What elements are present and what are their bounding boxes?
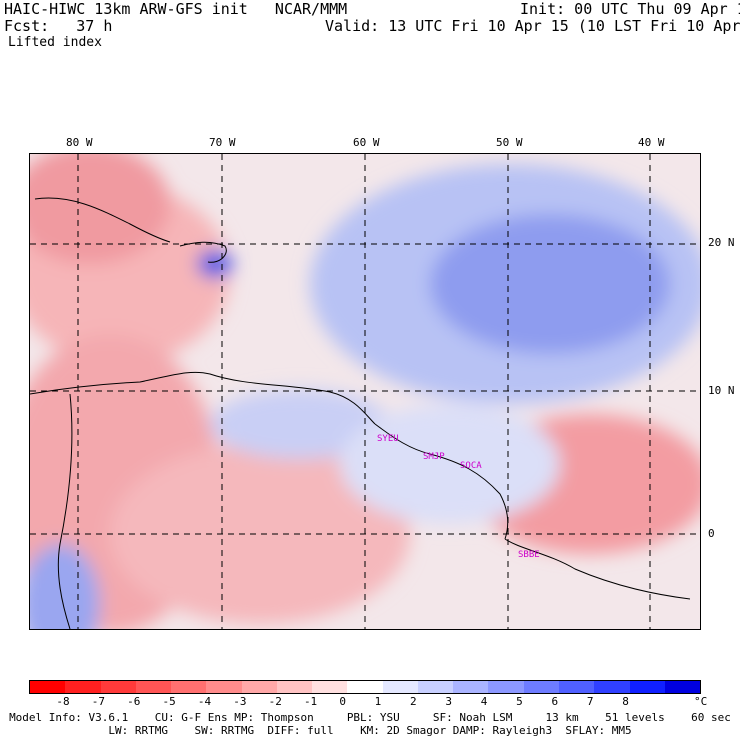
colorbar-tick-label: -1 [303, 695, 318, 708]
colorbar-tick-label: -8 [56, 695, 70, 708]
colorbar-swatch [523, 681, 559, 693]
colorbar-tick-label: -6 [127, 695, 141, 708]
field-positive-cuba [30, 154, 170, 264]
coast-guianas [374, 423, 509, 540]
colorbar-tick-label: -2 [268, 695, 282, 708]
colorbar-swatch [417, 681, 454, 693]
colorbar-unit: °C [694, 695, 708, 708]
colorbar-swatch [276, 681, 313, 693]
colorbar-tick-label: -3 [233, 695, 247, 708]
field-negative-hispaniola [197, 250, 233, 278]
colorbar-tick-label: 1 [374, 695, 382, 708]
field-negative-venezuela [210, 389, 390, 459]
model-info-line2: LW: RRTMG SW: RRTMG DIFF: full KM: 2D Sm… [108, 724, 632, 737]
colorbar-swatch [488, 681, 524, 693]
lon-label-50w: 50 W [496, 136, 523, 149]
coast-south-america-north [30, 371, 376, 425]
colorbar-tick-label: 6 [551, 695, 559, 708]
valid-time: Valid: 13 UTC Fri 10 Apr 15 (10 LST Fri … [325, 17, 740, 35]
lon-label-80w: 80 W [66, 136, 93, 149]
coast-cuba [34, 197, 171, 243]
coast-brazil-north [504, 538, 691, 600]
colorbar-tick-label: 5 [516, 695, 523, 708]
lon-label-40w: 40 W [638, 136, 665, 149]
field-negative-pacific [30, 544, 100, 629]
station-label-smjp: SMJP [423, 452, 445, 462]
colorbar-swatch [629, 681, 665, 693]
station-label-soca: SOCA [460, 461, 482, 471]
colorbar-swatch [135, 681, 172, 693]
colorbar-swatch [347, 681, 383, 693]
field-positive-amazon [110, 444, 410, 624]
field-name: Lifted index [8, 35, 102, 50]
map-canvas [30, 154, 700, 629]
coastlines [30, 197, 691, 629]
lat-label-20n: 20 N [708, 236, 735, 249]
colorbar-swatch [241, 681, 277, 693]
graticule [30, 154, 700, 629]
colorbar-swatch [594, 681, 630, 693]
colorbar-swatch [206, 681, 242, 693]
lifted-index-map: SYEU SMJP SOCA SBBE [29, 153, 701, 630]
field-negative-core [430, 214, 670, 354]
coast-pacific [57, 393, 73, 629]
model-info-line1: Model Info: V3.6.1 CU: G-F Ens MP: Thomp… [9, 711, 731, 724]
colorbar-swatch [664, 681, 701, 693]
colorbar-swatch [30, 681, 66, 693]
colorbar-tick-label: -7 [91, 695, 105, 708]
init-time: Init: 00 UTC Thu 09 Apr 15 [520, 0, 740, 18]
station-label-sbbe: SBBE [518, 550, 540, 560]
lon-label-70w: 70 W [209, 136, 236, 149]
colorbar-tick-label: -4 [197, 695, 212, 708]
colorbar-swatch [453, 681, 489, 693]
station-label-syeu: SYEU [377, 434, 399, 444]
colorbar-swatch [171, 681, 207, 693]
lon-label-60w: 60 W [353, 136, 380, 149]
colorbar-swatch [382, 681, 418, 693]
model-title: HAIC-HIWC 13km ARW-GFS init NCAR/MMM [4, 0, 348, 18]
colorbar-tick-label: 4 [480, 695, 488, 708]
colorbar-swatch [558, 681, 595, 693]
colorbar-tick-label: 2 [410, 695, 417, 708]
coast-hispaniola [179, 241, 227, 263]
colorbar-tick-label: 0 [339, 695, 346, 708]
colorbar-tick-label: 8 [622, 695, 629, 708]
colorbar-tick-label: -5 [162, 695, 176, 708]
forecast-hour: Fcst: 37 h [4, 17, 113, 35]
colorbar-swatch [312, 681, 348, 693]
lat-label-0: 0 [708, 527, 715, 540]
field-negative-guianas [340, 404, 560, 524]
colorbar [29, 680, 701, 694]
colorbar-swatch [100, 681, 136, 693]
colorbar-tick-label: 3 [445, 695, 453, 708]
lat-label-10n: 10 N [708, 384, 735, 397]
lifted-index-field [30, 154, 700, 629]
colorbar-tick-label: 7 [586, 695, 594, 708]
colorbar-swatch [65, 681, 101, 693]
